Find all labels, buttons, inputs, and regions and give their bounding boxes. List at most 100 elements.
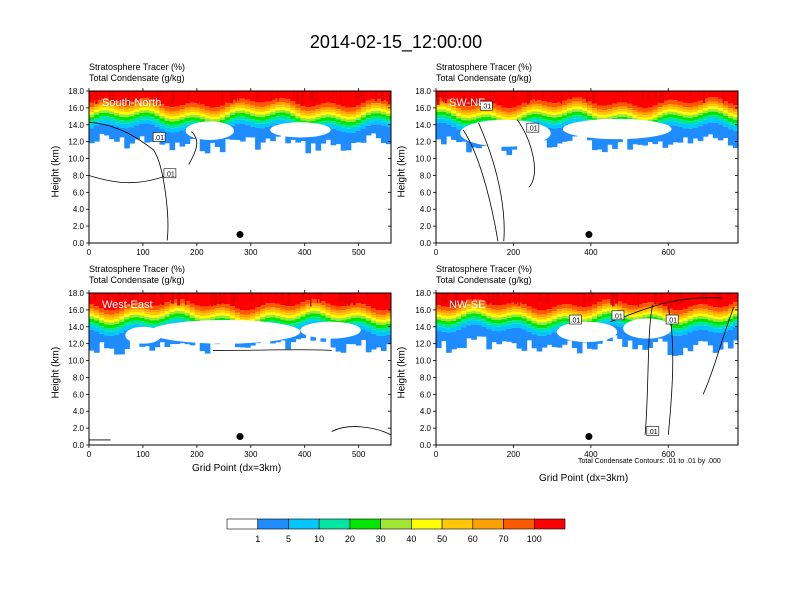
tracer-cell: [109, 319, 115, 323]
tracer-cell: [139, 110, 145, 114]
tracer-cell: [456, 121, 462, 126]
tracer-cell: [99, 308, 105, 313]
tracer-cell: [295, 311, 301, 314]
tracer-cell: [320, 305, 327, 308]
tracer-cell: [632, 110, 638, 113]
tracer-cell: [461, 123, 467, 127]
tracer-cell: [335, 122, 342, 127]
tracer-cell: [496, 326, 503, 332]
tracer-cell: [124, 304, 130, 310]
tracer-cell: [114, 110, 120, 113]
tracer-cell: [491, 113, 497, 116]
tracer-stripe: [353, 293, 356, 306]
tracer-cell: [722, 91, 729, 102]
tracer-cell: [602, 112, 608, 116]
tracer-cell: [234, 108, 241, 111]
y-tick-label: 0.0: [73, 239, 85, 248]
tracer-cell: [219, 307, 226, 311]
tracer-cell: [375, 120, 382, 125]
y-tick-label: 18.0: [68, 289, 84, 298]
tracer-cell: [441, 111, 447, 116]
tracer-cell: [481, 114, 487, 118]
tracer-cell: [551, 313, 558, 317]
tracer-cell: [154, 105, 161, 109]
tracer-cell: [581, 103, 588, 106]
tracer-cell: [471, 117, 477, 120]
colorbar-swatch: [318, 518, 351, 530]
tracer-cell: [526, 115, 533, 119]
tracer-cell: [441, 118, 447, 123]
tracer-cell: [702, 313, 709, 317]
x-tick-label: 0: [87, 450, 92, 459]
tracer-cell: [576, 97, 583, 102]
y-tick-label: 8.0: [420, 171, 432, 180]
tracer-cell: [139, 310, 145, 313]
tracer-cell: [270, 307, 276, 310]
tracer-cell: [632, 314, 638, 318]
tracer-cell: [677, 113, 684, 116]
tracer-stripe: [592, 91, 595, 104]
tracer-cell: [375, 324, 382, 329]
tracer-cell: [592, 304, 598, 309]
tracer-cell: [647, 107, 654, 112]
tracer-cell: [119, 319, 125, 322]
tracer-cell: [732, 316, 738, 320]
tracer-cell: [385, 113, 391, 116]
tracer-cell: [546, 293, 553, 310]
tracer-cell: [144, 98, 150, 103]
tracer-cell: [707, 109, 714, 112]
tracer-cell: [546, 109, 553, 112]
tracer-cell: [350, 119, 357, 122]
tracer-cell: [576, 91, 583, 98]
tracer-cell: [204, 113, 211, 116]
tracer-stripe: [475, 91, 477, 103]
tracer-cell: [687, 324, 694, 328]
tracer-cell: [290, 310, 296, 313]
tracer-cell: [300, 112, 307, 116]
tracer-cell: [687, 321, 694, 325]
tracer-cell: [94, 306, 100, 311]
tracer-cell: [617, 322, 623, 328]
tracer-cell: [456, 322, 462, 326]
tracer-cell: [335, 126, 342, 131]
tracer-cell: [622, 102, 628, 107]
tracer-cell: [526, 327, 533, 332]
tracer-cell: [164, 124, 171, 128]
tracer-cell: [687, 128, 694, 144]
tracer-cell: [335, 104, 342, 110]
tracer-cell: [516, 109, 523, 113]
tracer-cell: [692, 304, 699, 310]
tracer-cell: [692, 116, 699, 121]
tracer-cell: [300, 316, 307, 320]
tracer-cell: [385, 110, 391, 114]
tracer-cell: [295, 113, 301, 116]
tracer-cell: [597, 91, 603, 106]
tracer-cell: [576, 293, 583, 307]
x-tick-label: 200: [507, 248, 521, 257]
tracer-cell: [652, 311, 659, 315]
tracer-cell: [712, 328, 719, 333]
y-tick-label: 2.0: [73, 424, 85, 433]
tracer-cell: [164, 106, 171, 111]
tracer-cell: [129, 122, 135, 128]
tracer-cell: [179, 111, 186, 115]
tracer-cell: [375, 335, 382, 348]
tracer-cell: [446, 318, 452, 322]
tracer-cell: [250, 313, 256, 317]
tracer-cell: [531, 313, 538, 316]
tracer-cell: [712, 313, 719, 317]
tracer-cell: [270, 293, 276, 304]
tracer-cell: [637, 316, 643, 319]
tracer-cell: [144, 316, 150, 320]
tracer-stripe: [487, 293, 490, 305]
tracer-cell: [632, 312, 638, 315]
tracer-cell: [566, 108, 573, 111]
tracer-cell: [240, 310, 246, 315]
tracer-cell: [612, 91, 618, 104]
tracer-cell: [335, 130, 342, 145]
tracer-cell: [667, 334, 674, 356]
tracer-cell: [541, 110, 548, 114]
tracer-cell: [224, 107, 231, 110]
tracer-cell: [536, 319, 543, 323]
tracer-cell: [305, 317, 312, 322]
